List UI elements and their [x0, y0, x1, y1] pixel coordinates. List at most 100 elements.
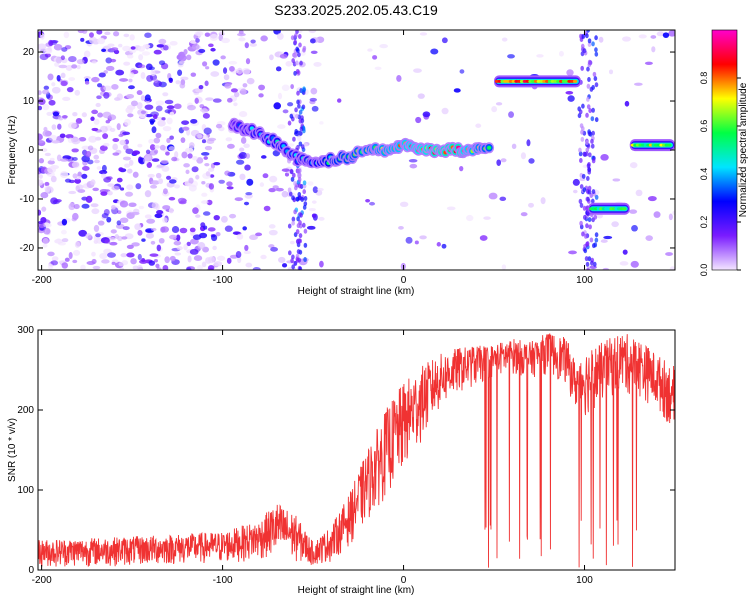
spectrogram-streak-blob	[583, 248, 588, 254]
spectrogram-noise-blob	[134, 223, 142, 231]
spectrogram-noise-blob	[235, 251, 242, 259]
spectrogram-noise-blob	[144, 32, 152, 38]
spectrogram-noise-blob	[166, 175, 172, 180]
spectrogram-streak-blob	[594, 35, 598, 41]
spectrogram-noise-blob	[80, 264, 86, 270]
spectrogram-noise-blob	[97, 83, 103, 88]
spectrogram-noise-blob	[288, 143, 295, 147]
spectrogram-noise-blob	[189, 248, 199, 255]
spectrogram-noise-blob	[161, 165, 170, 172]
spectrogram-streak-blob	[303, 228, 308, 234]
spectrogram-streak-blob	[291, 254, 295, 260]
spectrogram-noise-blob	[155, 132, 162, 139]
spectrogram-noise-blob	[128, 159, 134, 166]
spectrogram-marks	[38, 30, 675, 270]
spectrogram-noise-blob	[168, 179, 177, 184]
spectrogram-noise-blob	[150, 240, 156, 245]
spectrogram-noise-blob	[219, 30, 225, 36]
spectrogram-streak-blob	[583, 233, 588, 239]
spectrogram-streak-blob	[290, 258, 294, 264]
spectrogram-noise-blob	[181, 120, 190, 125]
spectrogram-noise-blob	[59, 158, 69, 162]
snr-y-tick-label: 0	[28, 565, 34, 576]
spectrogram-streak-blob	[587, 38, 592, 44]
spectrogram-noise-blob	[39, 53, 49, 61]
spectrogram-noise-blob	[511, 143, 517, 150]
spectrogram-noise-blob	[399, 201, 409, 207]
spectrogram-noise-blob	[61, 47, 68, 52]
spectrogram-noise-blob	[201, 261, 207, 268]
colorbar-tick-label: 0.8	[699, 72, 709, 85]
snr-x-tick-label: 100	[576, 575, 593, 586]
spectrogram-noise-blob	[83, 76, 91, 80]
spectrogram-noise-blob	[137, 229, 143, 236]
spectrogram-noise-blob	[237, 256, 242, 264]
spectrogram-noise-blob	[154, 213, 163, 219]
spectrogram-noise-blob	[212, 59, 220, 66]
spectrogram-noise-blob	[149, 144, 156, 151]
spectrogram-noise-blob	[168, 77, 173, 82]
spectrogram-noise-blob	[122, 156, 132, 161]
spectrogram-y-tick-label: 0	[28, 145, 34, 156]
spectrogram-noise-blob	[169, 40, 178, 46]
spectrogram-noise-blob	[520, 152, 526, 160]
spectrogram-noise-blob	[653, 211, 661, 218]
spectrogram-noise-blob	[90, 179, 96, 186]
spectrogram-noise-blob	[242, 226, 247, 231]
spectrogram-noise-blob	[91, 208, 100, 215]
colorbar-scale	[711, 29, 738, 271]
spectrogram-noise-blob	[466, 214, 474, 222]
spectrogram-noise-blob	[224, 225, 233, 232]
spectrogram-noise-blob	[246, 77, 255, 85]
spectrogram-noise-blob	[51, 82, 56, 87]
spectrogram-noise-blob	[179, 82, 186, 89]
snr-y-tick-label: 300	[17, 325, 34, 336]
spectrogram-noise-blob	[156, 244, 162, 252]
spectrogram-noise-blob	[226, 186, 234, 190]
spectrogram-noise-blob	[268, 187, 276, 193]
spectrogram-noise-blob	[119, 78, 129, 82]
spectrogram-noise-blob	[181, 151, 188, 159]
spectrogram-noise-blob	[201, 139, 207, 144]
spectrogram-streak-blob	[291, 264, 295, 270]
spectrogram-noise-blob	[120, 187, 125, 191]
spectrogram-noise-blob	[236, 32, 246, 37]
spectrogram-noise-blob	[182, 126, 190, 131]
spectrogram-noise-blob	[183, 243, 188, 251]
spectrogram-noise-blob	[91, 251, 96, 257]
spectrogram-noise-blob	[91, 127, 99, 132]
spectrogram-noise-blob	[122, 45, 131, 52]
spectrogram-noise-blob	[42, 237, 49, 245]
spectrogram-noise-blob	[51, 256, 59, 262]
spectrogram-noise-blob	[144, 94, 151, 102]
spectrogram-noise-blob	[228, 60, 238, 65]
spectrogram-noise-blob	[97, 220, 105, 226]
spectrogram-noise-blob	[88, 36, 97, 44]
spectrogram-noise-blob	[149, 118, 156, 124]
spectrogram-noise-blob	[119, 139, 127, 146]
spectrogram-noise-blob	[55, 56, 62, 64]
colorbar-label: Normalized spectral amplitude	[738, 82, 749, 217]
snr-x-axis-label: Height of straight line (km)	[298, 585, 415, 596]
spectrogram-noise-blob	[417, 93, 425, 99]
spectrogram-noise-blob	[140, 110, 148, 115]
spectrogram-streak-blob	[299, 126, 304, 132]
spectrogram-streak-blob	[296, 249, 301, 255]
spectrogram-x-axis-label: Height of straight line (km)	[298, 286, 415, 297]
spectrogram-noise-blob	[65, 134, 74, 139]
spectrogram-noise-blob	[528, 158, 535, 164]
spectrogram-noise-blob	[558, 50, 564, 57]
spectrogram-noise-blob	[165, 151, 170, 156]
spectrogram-streak-blob	[587, 169, 592, 175]
spectrogram-streak-blob	[288, 250, 292, 256]
spectrogram-noise-blob	[446, 206, 456, 211]
spectrogram-noise-blob	[212, 98, 222, 103]
spectrogram-noise-blob	[162, 125, 172, 132]
spectrogram-noise-blob	[48, 39, 54, 47]
spectrogram-noise-blob	[408, 158, 418, 163]
spectrogram-streak-blob	[579, 202, 584, 208]
spectrogram-noise-blob	[309, 38, 316, 44]
spectrogram-noise-blob	[190, 72, 197, 77]
spectrogram-noise-blob	[100, 191, 108, 196]
